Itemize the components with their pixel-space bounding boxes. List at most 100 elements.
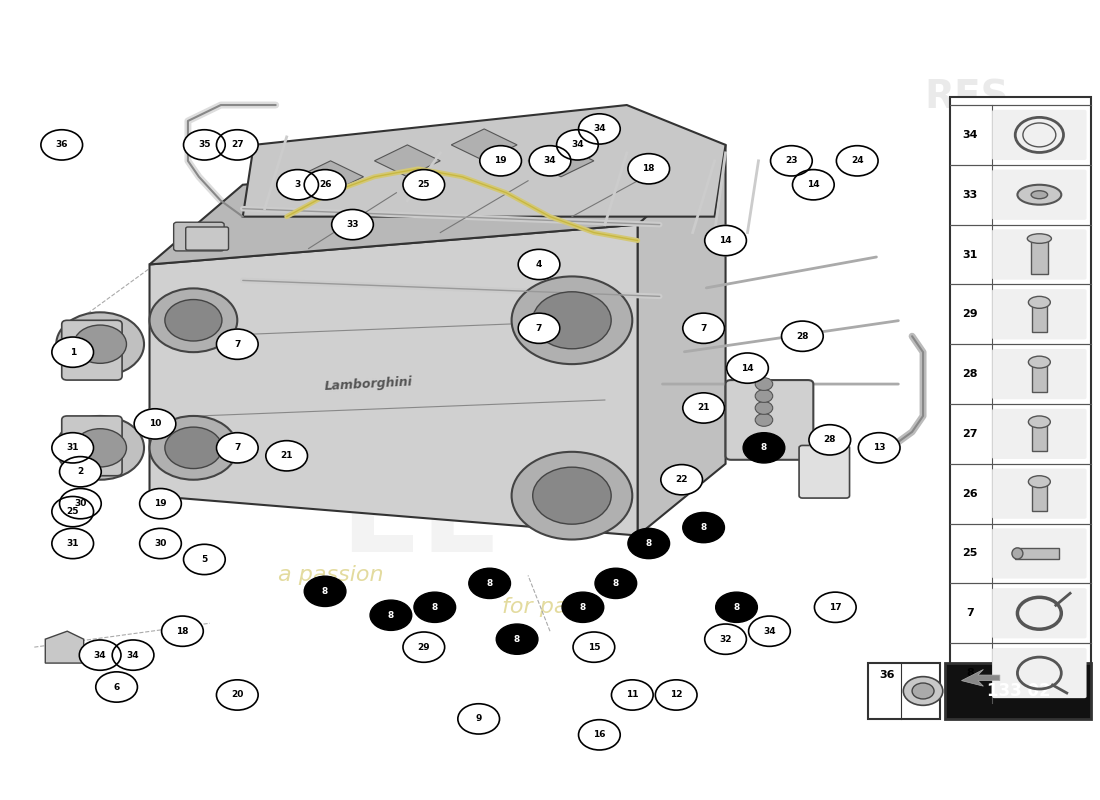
Circle shape (217, 680, 258, 710)
Text: 28: 28 (824, 435, 836, 444)
Text: 30: 30 (74, 499, 87, 508)
Text: 21: 21 (280, 451, 293, 460)
Circle shape (480, 146, 521, 176)
Polygon shape (150, 225, 638, 535)
Circle shape (184, 130, 226, 160)
Text: 8: 8 (613, 579, 619, 588)
Circle shape (458, 704, 499, 734)
Circle shape (150, 416, 238, 480)
Text: 34: 34 (763, 626, 776, 636)
Bar (868, 663, 939, 719)
Text: 27: 27 (231, 140, 243, 150)
FancyBboxPatch shape (62, 416, 122, 476)
Circle shape (277, 170, 319, 200)
Text: 8: 8 (646, 539, 652, 548)
Text: 36: 36 (879, 670, 894, 680)
Bar (1031, 234, 1048, 274)
Circle shape (756, 378, 772, 390)
Text: 28: 28 (796, 332, 808, 341)
Circle shape (705, 624, 747, 654)
Text: 7: 7 (967, 608, 975, 618)
Bar (1032, 479, 1047, 511)
Circle shape (165, 427, 222, 469)
Circle shape (562, 592, 604, 622)
Polygon shape (961, 670, 1000, 686)
Text: 8: 8 (580, 602, 586, 612)
Text: 22: 22 (675, 475, 688, 484)
Circle shape (496, 624, 538, 654)
Circle shape (184, 544, 226, 574)
Circle shape (749, 616, 790, 646)
Text: 19: 19 (494, 156, 507, 166)
Text: 8: 8 (514, 634, 520, 644)
Text: 34: 34 (962, 130, 978, 140)
Text: 18: 18 (642, 164, 654, 174)
Circle shape (52, 337, 94, 367)
Text: 33: 33 (962, 190, 978, 200)
Text: 24: 24 (851, 156, 864, 166)
Circle shape (518, 250, 560, 280)
Circle shape (52, 433, 94, 463)
Text: 35: 35 (198, 140, 210, 150)
Text: 26: 26 (962, 489, 978, 498)
Text: 5: 5 (201, 555, 208, 564)
Circle shape (332, 210, 373, 240)
Text: 31: 31 (66, 539, 79, 548)
Text: 8: 8 (761, 443, 767, 452)
FancyBboxPatch shape (186, 227, 229, 250)
Circle shape (756, 390, 772, 402)
Text: 34: 34 (94, 650, 107, 660)
Ellipse shape (1028, 416, 1050, 428)
Text: 25: 25 (66, 507, 79, 516)
Circle shape (683, 313, 725, 343)
Bar (1032, 360, 1047, 392)
Text: 7: 7 (234, 340, 241, 349)
FancyBboxPatch shape (992, 588, 1087, 638)
Circle shape (403, 170, 444, 200)
Circle shape (217, 433, 258, 463)
Text: 14: 14 (719, 236, 732, 245)
FancyBboxPatch shape (799, 446, 849, 498)
FancyBboxPatch shape (992, 648, 1087, 698)
Text: 31: 31 (962, 250, 978, 259)
Circle shape (56, 312, 144, 376)
Text: 1: 1 (69, 348, 76, 357)
Text: 34: 34 (593, 125, 606, 134)
Text: 8: 8 (388, 610, 394, 620)
Text: 28: 28 (962, 369, 978, 379)
Text: 34: 34 (571, 140, 584, 150)
Circle shape (52, 497, 94, 526)
Circle shape (573, 632, 615, 662)
Circle shape (529, 146, 571, 176)
Circle shape (579, 114, 620, 144)
Circle shape (79, 640, 121, 670)
Text: a passion: a passion (277, 566, 384, 586)
Ellipse shape (1028, 296, 1050, 308)
Text: 34: 34 (543, 156, 557, 166)
Text: 12: 12 (670, 690, 682, 699)
Polygon shape (45, 631, 84, 663)
Circle shape (716, 592, 758, 622)
Circle shape (217, 329, 258, 359)
Circle shape (727, 353, 768, 383)
Circle shape (134, 409, 176, 439)
Text: 9: 9 (475, 714, 482, 723)
Text: 19: 19 (154, 499, 167, 508)
Bar (945, 663, 1091, 719)
Text: 4: 4 (536, 260, 542, 269)
Circle shape (74, 325, 126, 363)
Text: 8: 8 (322, 587, 328, 596)
Circle shape (628, 154, 670, 184)
Circle shape (595, 568, 637, 598)
Ellipse shape (1012, 548, 1023, 559)
Circle shape (52, 528, 94, 558)
FancyBboxPatch shape (992, 230, 1087, 280)
Circle shape (836, 146, 878, 176)
Circle shape (628, 528, 670, 558)
Circle shape (744, 433, 784, 463)
Text: 8: 8 (734, 602, 739, 612)
Ellipse shape (1027, 234, 1052, 243)
Text: 31: 31 (66, 443, 79, 452)
Circle shape (414, 592, 455, 622)
Circle shape (403, 632, 444, 662)
